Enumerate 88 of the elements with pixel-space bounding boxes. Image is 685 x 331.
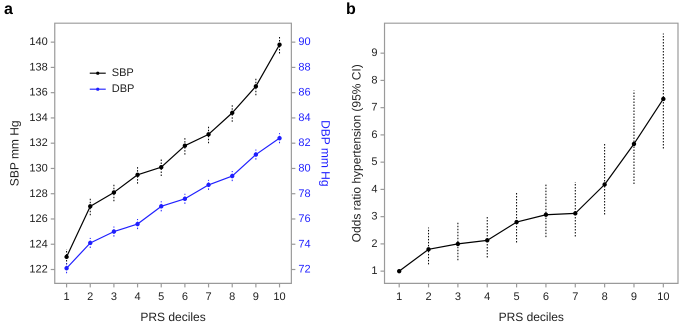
point [112, 190, 116, 195]
y-tick-label: 122 [29, 264, 48, 276]
y-tick-label: 128 [29, 188, 48, 200]
x-tick-label: 7 [205, 291, 212, 304]
y-tick-label: 130 [29, 162, 48, 174]
x-tick-label: 4 [484, 291, 490, 304]
x-axis-title: PRS deciles [498, 310, 564, 324]
x-tick-label: 1 [64, 291, 70, 304]
y2-tick-label: 84 [298, 112, 311, 124]
y-tick-label: 2 [371, 238, 378, 250]
x-tick-label: 3 [110, 291, 117, 304]
point [426, 247, 431, 252]
y-tick-label: 136 [29, 86, 48, 99]
point [206, 132, 211, 137]
x-tick-label: 10 [273, 291, 286, 304]
x-tick-label: 4 [134, 291, 141, 304]
point [544, 212, 548, 217]
y-tick-label: 126 [29, 213, 48, 226]
point [159, 204, 164, 209]
point [88, 240, 92, 246]
point [456, 242, 460, 246]
x-tick-label: 5 [158, 291, 164, 304]
y-axis-title: SBP mm Hg [8, 120, 22, 186]
y2-tick-label: 74 [298, 238, 311, 250]
chart-title: a [4, 1, 13, 18]
chart-title: b [346, 1, 356, 18]
y-axis-title: Odds ratio hypertension (95% CI) [350, 64, 364, 242]
y-tick-label: 124 [29, 238, 48, 250]
point [64, 254, 69, 260]
point [661, 96, 666, 102]
x-tick-label: 8 [602, 291, 608, 304]
y-tick-label: 134 [29, 112, 48, 124]
y2-tick-label: 76 [298, 213, 311, 226]
point [135, 222, 140, 226]
x-tick-label: 10 [657, 291, 670, 304]
x-tick-label: 1 [396, 291, 402, 304]
y-tick-label: 5 [371, 156, 378, 168]
point [112, 229, 116, 234]
point [632, 142, 636, 146]
point [602, 182, 607, 187]
y2-tick-label: 86 [298, 86, 311, 99]
legend-label: SBP [112, 67, 134, 80]
x-tick-label: 6 [542, 291, 549, 304]
point [514, 220, 519, 224]
point [230, 110, 234, 116]
x-tick-label: 8 [229, 291, 236, 304]
y2-tick-label: 82 [298, 137, 311, 150]
point [277, 42, 282, 47]
point [277, 136, 282, 140]
y-tick-label: 140 [29, 36, 48, 48]
point [396, 268, 402, 274]
y-tick-label: 7 [371, 102, 378, 114]
x-tick-label: 9 [630, 291, 638, 304]
x-tick-label: 9 [252, 291, 259, 304]
x-tick-label: 6 [182, 291, 188, 304]
point [573, 211, 578, 216]
y-tick-label: 9 [371, 47, 378, 60]
x-tick-label: 7 [572, 291, 578, 304]
y2-tick-label: 72 [298, 264, 311, 276]
x-tick-label: 3 [454, 291, 461, 304]
point [135, 172, 140, 177]
y-tick-label: 8 [371, 74, 378, 86]
y-tick-label: 132 [29, 137, 48, 150]
y-tick-label: 1 [371, 265, 378, 278]
point [64, 266, 69, 270]
y2-axis-title: DBP mm Hg [318, 120, 332, 187]
y-tick-label: 4 [371, 183, 378, 196]
point [159, 164, 164, 170]
x-tick-label: 2 [87, 291, 94, 304]
y2-tick-label: 88 [298, 61, 311, 74]
point [182, 196, 188, 201]
y2-tick-label: 80 [298, 162, 311, 174]
point [254, 84, 258, 89]
x-tick-label: 5 [514, 291, 520, 304]
y2-tick-label: 78 [298, 188, 311, 200]
point [230, 174, 234, 178]
point [485, 238, 490, 243]
x-tick-label: 2 [425, 291, 432, 304]
point [182, 144, 188, 148]
point [88, 204, 92, 209]
point [254, 152, 258, 157]
x-axis-title: PRS deciles [140, 310, 206, 324]
y-tick-label: 3 [371, 210, 378, 223]
y-tick-label: 6 [371, 128, 378, 141]
y2-tick-label: 90 [298, 36, 311, 48]
legend-label: DBP [112, 83, 134, 96]
point [206, 182, 211, 188]
y-tick-label: 138 [29, 61, 48, 74]
